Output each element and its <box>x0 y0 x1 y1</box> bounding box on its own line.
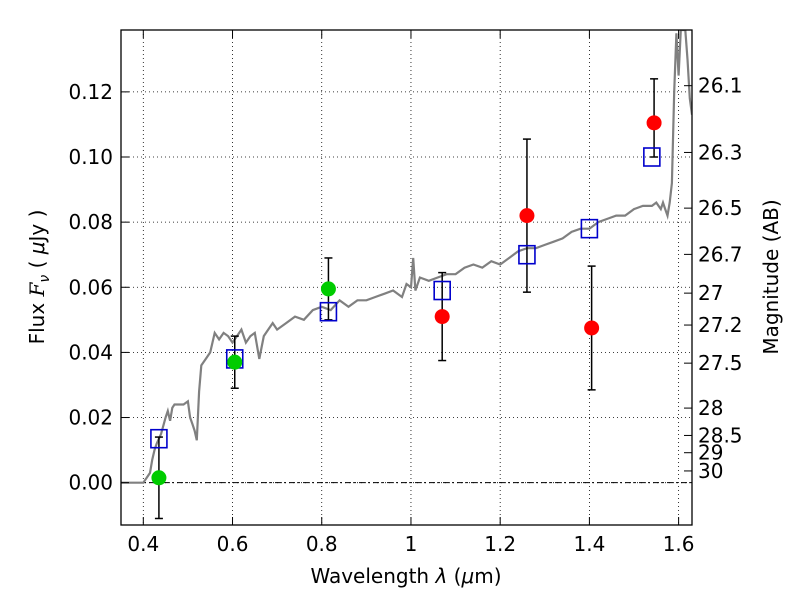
y-axis-open: ( <box>25 254 49 275</box>
y-tick-label: 0.08 <box>68 210 113 234</box>
y2-tick-label: 26.3 <box>698 140 743 164</box>
y-tick-label: 0.06 <box>68 275 113 299</box>
model-photometry-square <box>150 428 168 449</box>
y-axis-title: Flux Fν ( μJy ) <box>25 210 53 345</box>
model-photometry-square <box>433 280 451 301</box>
x-axis-unit: m) <box>474 564 501 588</box>
x-axis-paren: ( <box>447 564 461 588</box>
observed-photometry-point <box>227 354 243 370</box>
x-tick-label: 1 <box>405 532 418 556</box>
y2-tick-label: 27.5 <box>698 351 743 375</box>
y-tick-label: 0.04 <box>68 340 113 364</box>
y-axis-unit: Jy ) <box>25 210 49 244</box>
observed-photometry-point <box>519 208 535 224</box>
model-photometry-square <box>319 301 338 322</box>
grid <box>121 30 692 525</box>
y2-tick-label: 29 <box>698 441 723 465</box>
y2-tick-label: 27 <box>698 281 723 305</box>
y-axis-mu: μ <box>25 241 49 255</box>
model-photometry-square <box>643 147 661 167</box>
y-axis-f: F <box>25 281 49 297</box>
x-tick-label: 1.4 <box>573 532 605 556</box>
x-tick-label: 0.8 <box>306 532 338 556</box>
x-tick-label: 1.2 <box>484 532 516 556</box>
y2-tick-label: 26.1 <box>698 74 743 98</box>
sed-model-line <box>121 30 692 484</box>
model-photometry-square <box>518 244 536 265</box>
axis-ticks: 0.4 0.6 0.8 1 1.2 1.4 1.6 0.00 0.02 0.04 0.06 0.08 0… <box>68 30 743 556</box>
x-axis-mu: μ <box>460 564 474 588</box>
y2-tick-label: 27.2 <box>698 313 743 337</box>
x-tick-label: 1.6 <box>663 532 695 556</box>
y2-tick-label: 26.7 <box>698 242 743 266</box>
observed-photometry-point <box>151 470 167 486</box>
plot-frame <box>120 29 693 526</box>
x-axis-title-text: Wavelength <box>310 564 435 588</box>
y-tick-label: 0.12 <box>68 80 113 104</box>
model-photometry-square <box>580 218 599 239</box>
y-axis-nu: ν <box>37 275 53 283</box>
observed-photometry-point <box>584 320 600 336</box>
plot-data <box>121 30 692 520</box>
y-axis-title-text: Flux <box>25 296 49 344</box>
y-tick-label: 0.00 <box>68 471 113 495</box>
x-tick-label: 0.6 <box>217 532 249 556</box>
observed-photometry-point <box>646 115 662 131</box>
x-tick-label: 0.4 <box>127 532 159 556</box>
y2-tick-label: 30 <box>698 459 723 483</box>
y-tick-label: 0.02 <box>68 406 113 430</box>
y2-tick-label: 28.5 <box>698 423 743 447</box>
y2-tick-label: 26.5 <box>698 196 743 220</box>
x-axis-lambda: λ <box>434 564 447 588</box>
y-tick-label: 0.10 <box>68 145 113 169</box>
y2-tick-label: 28 <box>698 396 723 420</box>
y2-axis-title: Magnitude (AB) <box>759 199 783 354</box>
observed-photometry-point <box>320 281 336 297</box>
observed-photometry-point <box>434 309 450 325</box>
x-axis-title: Wavelength λ (μm) <box>310 564 501 588</box>
